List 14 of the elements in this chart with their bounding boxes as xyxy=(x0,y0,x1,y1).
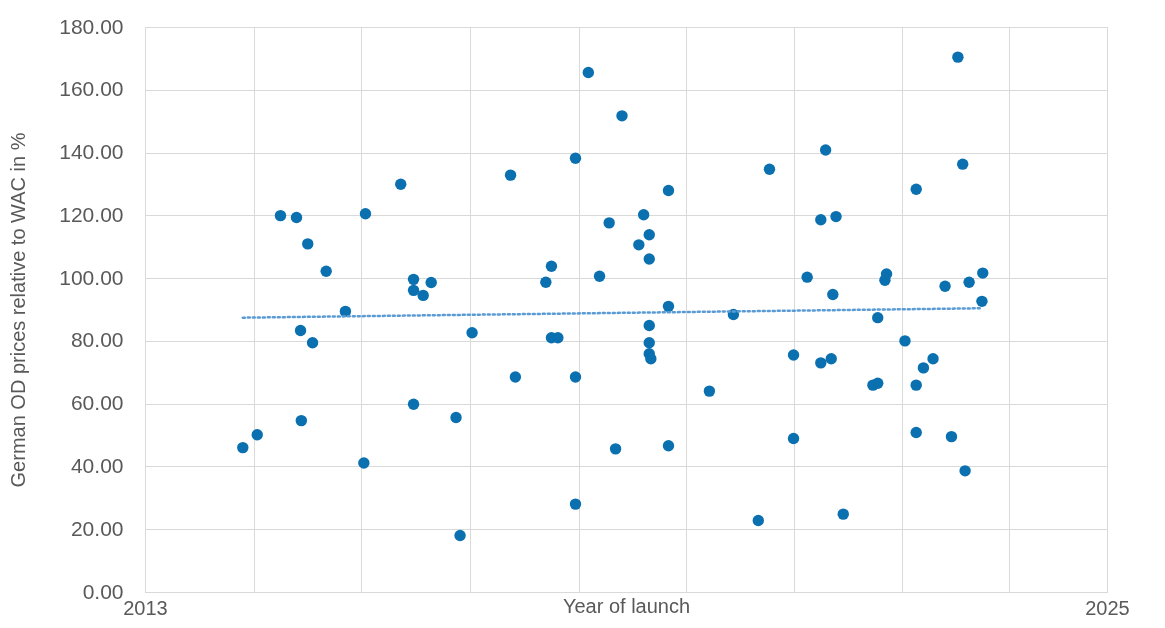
y-tick-label: 60.00 xyxy=(70,391,124,415)
y-tick-label: 0.00 xyxy=(82,579,124,603)
y-tick-label: 100.00 xyxy=(59,265,124,289)
y-tick-label: 120.00 xyxy=(59,202,124,226)
y-tick-label: 80.00 xyxy=(70,328,124,352)
x-tick-label: 2013 xyxy=(123,596,168,619)
y-tick-label: 40.00 xyxy=(70,453,124,477)
y-axis-title: German OD prices relative to WAC in % xyxy=(7,132,30,488)
x-tick-label: 2025 xyxy=(1085,596,1130,619)
x-axis-title: Year of launch xyxy=(562,594,691,617)
y-tick-label: 20.00 xyxy=(70,516,124,540)
y-tick-label: 140.00 xyxy=(59,140,124,164)
y-tick-label: 180.00 xyxy=(59,14,124,38)
y-tick-label: 160.00 xyxy=(59,77,124,101)
